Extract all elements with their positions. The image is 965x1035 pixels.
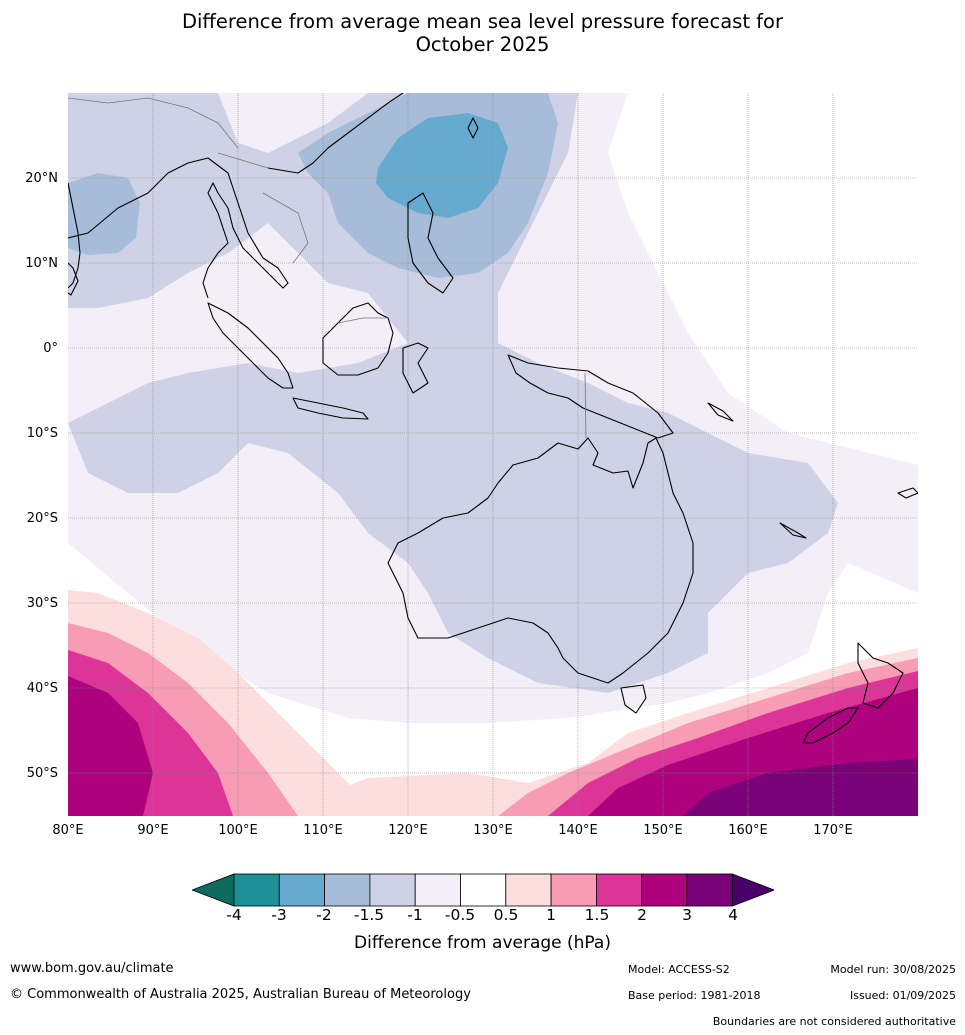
country-borders xyxy=(68,97,587,439)
colorbar-tick: -1 xyxy=(407,906,423,924)
new-zealand-north-island xyxy=(857,642,904,709)
colorbar xyxy=(192,873,774,907)
colorbar-arrow-low xyxy=(192,873,235,907)
lat-label-0: 0° xyxy=(43,341,58,356)
colorbar-tick: 3 xyxy=(682,906,692,924)
lon-label-140e: 140°E xyxy=(558,823,598,838)
new-guinea-coastline xyxy=(507,354,674,439)
anomaly-plus-3-region-east xyxy=(683,759,918,816)
asia-coastline xyxy=(68,93,404,299)
colorbar-segments xyxy=(192,873,774,907)
gridlines xyxy=(68,93,918,816)
title-line-1: Difference from average mean sea level p… xyxy=(182,10,783,33)
model-run-date: Model run: 30/08/2025 xyxy=(830,963,956,976)
colorbar-tick: -2 xyxy=(316,906,332,924)
colorbar-tick: 0.5 xyxy=(493,906,519,924)
colorbar-label: Difference from average (hPa) xyxy=(354,933,611,953)
lat-label-10s: 10°S xyxy=(26,426,58,441)
lon-label-80e: 80°E xyxy=(52,823,84,838)
anomaly-minus-1-region xyxy=(68,93,838,693)
pressure-anomaly-map xyxy=(68,93,918,816)
colorbar-swatch xyxy=(686,873,733,907)
colorbar-tick: -4 xyxy=(226,906,242,924)
colorbar-tick: -1.5 xyxy=(353,906,385,924)
tasmania-coastline xyxy=(620,684,647,714)
colorbar-swatch xyxy=(505,873,552,907)
fiji-coastline xyxy=(897,487,918,499)
lon-label-150e: 150°E xyxy=(643,823,683,838)
sulawesi-coastline xyxy=(402,342,429,394)
lat-label-30s: 30°S xyxy=(26,596,58,611)
lat-label-20n: 20°N xyxy=(25,171,58,186)
sumatra-coastline xyxy=(207,302,294,389)
new-zealand-south-island xyxy=(802,707,859,744)
java-coastline xyxy=(292,397,369,420)
lat-label-50s: 50°S xyxy=(26,766,58,781)
colorbar-tick: 2 xyxy=(637,906,647,924)
colorbar-swatch xyxy=(414,873,461,907)
bom-url[interactable]: www.bom.gov.au/climate xyxy=(10,961,174,976)
lat-label-20s: 20°S xyxy=(26,511,58,526)
lon-label-100e: 100°E xyxy=(218,823,258,838)
anomaly-minus-2-region xyxy=(376,113,508,218)
anomaly-minus-1.5-region-west xyxy=(68,173,140,255)
borneo-coastline xyxy=(322,302,394,376)
lon-label-170e: 170°E xyxy=(813,823,853,838)
map-title: Difference from average mean sea level p… xyxy=(0,10,965,56)
colorbar-tick: 1 xyxy=(546,906,556,924)
australia-coastline xyxy=(387,437,694,684)
philippines-coastline xyxy=(407,192,454,294)
colorbar-swatch xyxy=(369,873,416,907)
colorbar-swatch xyxy=(641,873,688,907)
colorbar-arrow-high xyxy=(731,873,774,907)
colorbar-tick: -0.5 xyxy=(444,906,476,924)
lon-label-120e: 120°E xyxy=(388,823,428,838)
coastlines xyxy=(68,93,918,744)
lat-label-10n: 10°N xyxy=(25,256,58,271)
colorbar-swatch xyxy=(233,873,280,907)
lon-label-160e: 160°E xyxy=(728,823,768,838)
colorbar-swatch xyxy=(324,873,371,907)
colorbar-swatch xyxy=(550,873,597,907)
anomaly-plus-2-region-west xyxy=(68,676,153,816)
colorbar-tick: 4 xyxy=(728,906,738,924)
lat-label-40s: 40°S xyxy=(26,681,58,696)
colorbar-tick: -3 xyxy=(271,906,287,924)
taiwan-coastline xyxy=(467,117,479,139)
issued-date: Issued: 01/09/2025 xyxy=(849,989,956,1002)
lon-label-130e: 130°E xyxy=(473,823,513,838)
lon-label-110e: 110°E xyxy=(303,823,343,838)
copyright-text: © Commonwealth of Australia 2025, Austra… xyxy=(10,987,471,1002)
colorbar-swatch xyxy=(595,873,643,907)
lon-label-90e: 90°E xyxy=(137,823,169,838)
base-period: Base period: 1981-2018 xyxy=(628,989,761,1002)
colorbar-swatch xyxy=(460,873,507,907)
sri-lanka-coastline xyxy=(68,262,79,296)
model-name: Model: ACCESS-S2 xyxy=(628,963,730,976)
colorbar-tick: 1.5 xyxy=(584,906,610,924)
new-caledonia-coastline xyxy=(779,522,807,539)
title-line-2: October 2025 xyxy=(415,33,550,56)
colorbar-swatch xyxy=(278,873,326,907)
solomon-islands-coastline xyxy=(707,402,734,422)
india-coastline xyxy=(68,182,81,289)
boundary-disclaimer: Boundaries are not considered authoritat… xyxy=(712,1015,956,1028)
